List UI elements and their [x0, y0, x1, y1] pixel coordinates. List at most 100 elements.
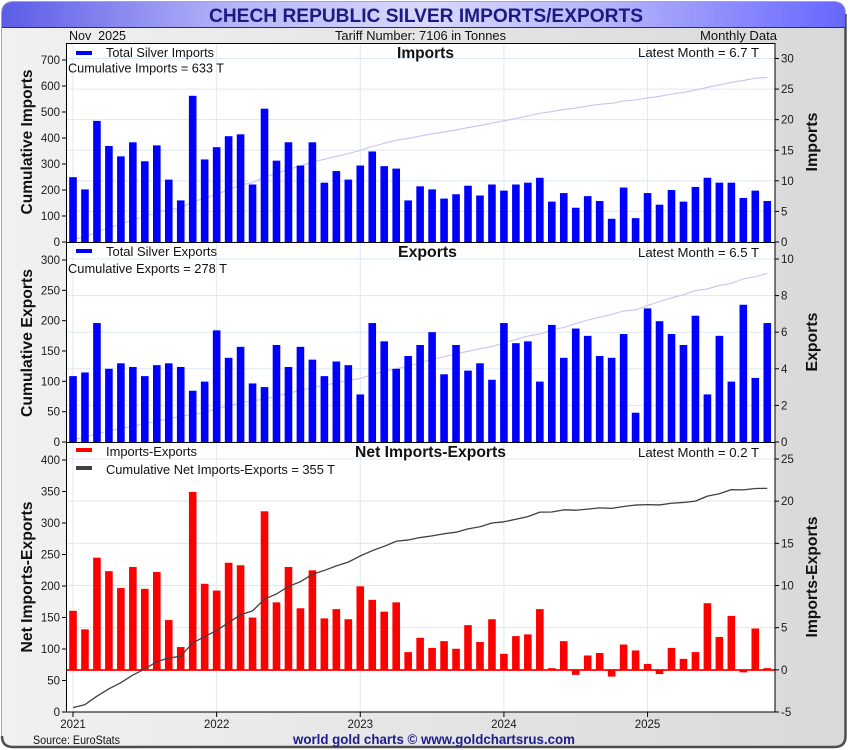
- net-bar: [404, 652, 412, 670]
- imports-bar: [464, 185, 472, 242]
- net-bar: [308, 570, 317, 670]
- net-bar: [356, 586, 365, 670]
- imports-right-axis-title: Imports: [804, 112, 821, 171]
- imports-bar: [392, 168, 400, 242]
- exports-bar: [631, 412, 640, 442]
- x-axis-tick-label: 2023: [347, 719, 373, 731]
- exports-bar: [763, 323, 772, 442]
- exports-bar: [212, 330, 221, 442]
- site-credit: world gold charts © www.goldchartsrus.co…: [292, 732, 575, 747]
- imports-bar: [320, 182, 329, 242]
- net-left-axis-title: Net Imports-Exports: [19, 501, 36, 652]
- imports-bar: [583, 196, 592, 243]
- imports-bar: [488, 184, 496, 242]
- exports-bar: [356, 394, 365, 442]
- right-axis-tick-label: 15: [781, 145, 794, 157]
- cumulative-net-line: [72, 487, 768, 709]
- net-bar: [548, 668, 556, 670]
- exports-bar: [619, 334, 628, 442]
- left-axis-tick-label: 50: [47, 407, 60, 419]
- net-legend: Imports-Exports Cumulative Net Imports-E…: [76, 445, 335, 477]
- left-axis-tick-label: 300: [41, 518, 60, 530]
- right-axis-tick-label: 25: [781, 454, 794, 466]
- exports-bar: [93, 323, 101, 442]
- exports-bar: [536, 381, 544, 442]
- net-bar: [176, 647, 185, 670]
- exports-bar: [512, 343, 520, 442]
- net-bar: [679, 658, 688, 670]
- imports-bar: [703, 177, 712, 242]
- net-bar: [691, 652, 700, 670]
- net-bar: [619, 644, 628, 670]
- net-bar: [715, 636, 724, 670]
- net-bar: [368, 599, 377, 670]
- exports-bar: [188, 390, 197, 442]
- net-legend-label: Imports-Exports: [106, 445, 197, 459]
- imports-bar: [260, 108, 269, 242]
- net-bar: [392, 602, 400, 670]
- imports-bar: [152, 145, 161, 242]
- net-bar: [152, 572, 161, 670]
- left-axis-tick-label: 100: [41, 211, 60, 223]
- imports-bar: [164, 179, 173, 242]
- imports-bar: [380, 166, 389, 242]
- right-axis-tick-label: 5: [781, 623, 787, 635]
- imports-bar: [428, 189, 436, 242]
- imports-bar: [631, 218, 640, 242]
- left-axis-tick-label: 50: [47, 676, 60, 688]
- imports-bar: [368, 151, 377, 242]
- right-axis-tick-label: 0: [781, 237, 787, 249]
- exports-bar: [224, 357, 233, 442]
- net-bar: [141, 588, 149, 670]
- net-bar: [559, 641, 568, 670]
- imports-bar: [500, 190, 508, 242]
- left-axis-tick-label: 350: [41, 487, 60, 499]
- net-bar: [524, 634, 532, 670]
- report-date: Nov 2025: [69, 29, 126, 43]
- imports-bar: [536, 177, 544, 242]
- exports-bar: [607, 357, 616, 442]
- net-bar: [452, 648, 460, 670]
- net-bar: [655, 669, 664, 675]
- exports-bar: [476, 363, 484, 442]
- left-axis-tick-label: 500: [41, 107, 60, 119]
- net-bar: [512, 636, 520, 670]
- exports-bar: [248, 383, 257, 442]
- left-axis-tick-label: 600: [41, 81, 60, 93]
- exports-legend-label: Total Silver Exports: [106, 245, 217, 259]
- net-bar: [571, 669, 580, 675]
- exports-marks: [69, 272, 772, 442]
- net-bar: [69, 610, 77, 670]
- exports-bar: [559, 357, 568, 442]
- imports-left-axis-title: Cumulative Imports: [19, 69, 36, 214]
- net-bar: [344, 619, 353, 670]
- title-bar: [2, 2, 845, 27]
- exports-bar: [571, 328, 580, 442]
- x-axis-tick-label: 2022: [204, 719, 230, 731]
- net-bar: [703, 603, 712, 670]
- imports-bar: [117, 156, 125, 242]
- net-bar: [464, 625, 472, 670]
- exports-bar: [332, 361, 341, 442]
- cumulative-net-legend-label: Cumulative Net Imports-Exports = 355 T: [106, 463, 335, 477]
- left-axis-tick-label: 400: [41, 133, 60, 145]
- imports-bar: [188, 95, 197, 242]
- net-bar: [583, 655, 592, 670]
- imports-bar: [236, 134, 245, 242]
- data-source: Source: EuroStats: [33, 735, 120, 747]
- exports-panel-title: Exports: [398, 244, 457, 261]
- net-bar: [607, 669, 616, 677]
- imports-bar: [296, 165, 305, 242]
- plot-border: [66, 43, 776, 713]
- exports-bar: [727, 381, 736, 442]
- left-axis-tick-label: 200: [41, 185, 60, 197]
- exports-bar: [272, 345, 281, 442]
- left-axis-tick-label: 100: [41, 644, 60, 656]
- exports-bar: [655, 321, 664, 442]
- exports-bar: [308, 359, 317, 442]
- net-bar: [667, 647, 676, 670]
- left-axis-tick-label: 0: [54, 237, 60, 249]
- left-axis-tick-label: 200: [41, 316, 60, 328]
